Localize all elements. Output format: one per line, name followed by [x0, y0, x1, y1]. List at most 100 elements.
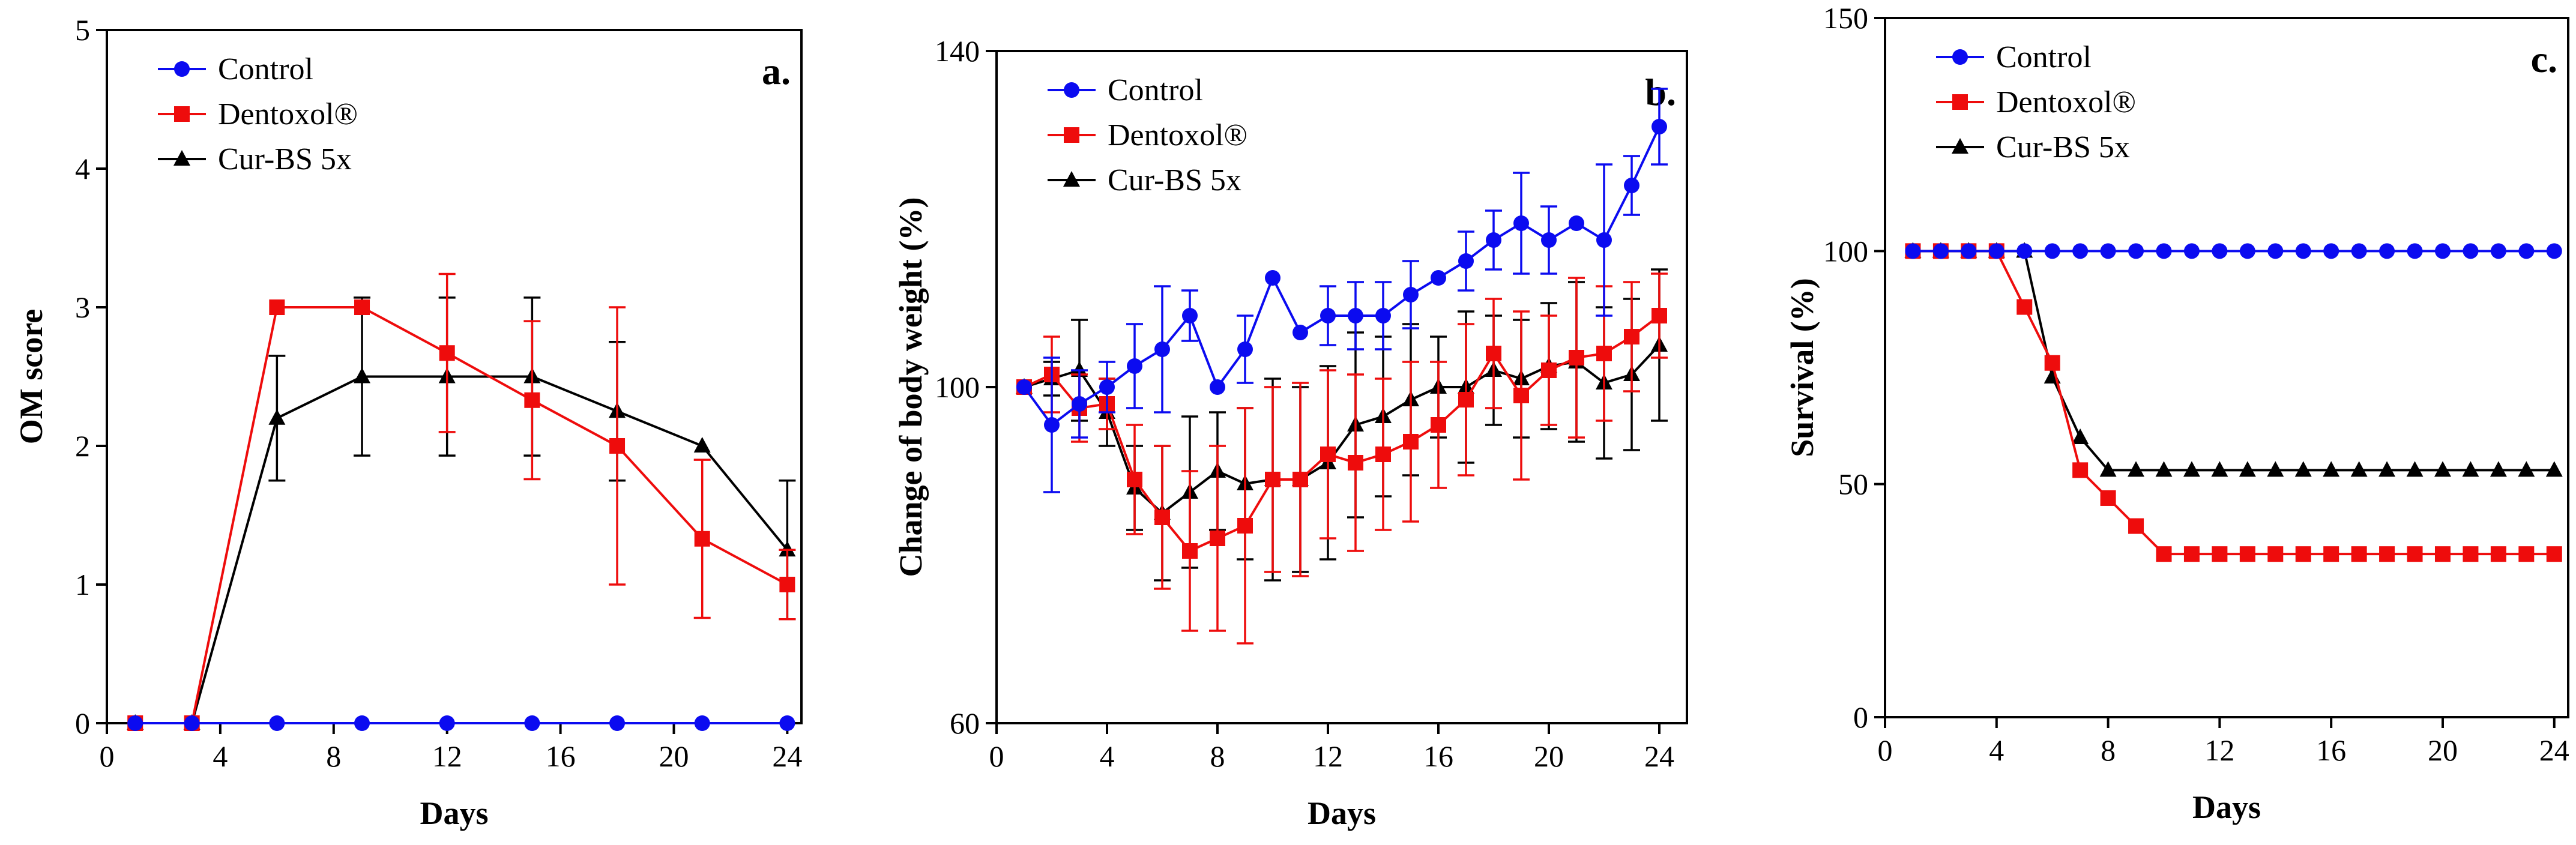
data-point	[2490, 461, 2507, 477]
data-point	[1071, 361, 1088, 377]
data-point	[2128, 243, 2144, 259]
legend-label: Control	[218, 52, 313, 86]
data-point	[2350, 461, 2368, 477]
data-point	[1569, 350, 1584, 365]
data-point	[2156, 243, 2172, 259]
x-tick-label: 16	[546, 739, 576, 773]
data-point	[1293, 325, 1308, 340]
data-point	[1486, 346, 1501, 361]
data-point	[2434, 546, 2451, 562]
data-point	[1210, 379, 1225, 395]
data-point	[1237, 518, 1253, 534]
data-point	[1127, 472, 1142, 487]
series-dentoxol	[1905, 243, 2562, 562]
panel-label: c.	[2531, 38, 2557, 80]
data-point	[2294, 461, 2312, 477]
data-point	[354, 367, 371, 383]
legend-item-dentoxol: Dentoxol®	[1936, 85, 2136, 119]
legend-item-dentoxol: Dentoxol®	[1048, 118, 1247, 152]
data-point	[1541, 232, 1557, 248]
data-point	[2183, 243, 2200, 259]
data-point	[269, 715, 285, 731]
series-control	[127, 715, 795, 731]
data-point	[2016, 243, 2033, 259]
legend-label: Control	[1108, 73, 1203, 107]
legend: Control Dentoxol® Cur-BS 5x	[158, 52, 358, 176]
legend-label: Cur-BS 5x	[1996, 130, 2130, 164]
data-point	[1596, 346, 1612, 361]
x-tick-label: 8	[326, 739, 341, 773]
y-tick-label: 150	[1823, 1, 1868, 35]
series-control	[1016, 88, 1668, 493]
data-point	[2295, 546, 2311, 562]
data-point	[2434, 461, 2451, 477]
data-point	[2323, 461, 2340, 477]
x-tick-label: 24	[772, 739, 802, 773]
y-tick-label: 100	[935, 370, 980, 404]
data-point	[1265, 472, 1280, 487]
data-point	[1513, 215, 1529, 231]
data-point	[1651, 119, 1667, 134]
data-point	[2463, 243, 2479, 259]
data-point	[524, 392, 540, 408]
y-axis-label: Change of body weight (%)	[893, 197, 929, 577]
y-tick-label: 5	[75, 13, 90, 47]
data-point	[1182, 308, 1198, 323]
data-point	[2099, 461, 2117, 477]
data-point	[269, 299, 285, 315]
data-point	[2406, 461, 2424, 477]
series-line	[1913, 250, 2554, 472]
data-point	[2351, 243, 2367, 259]
data-point	[2128, 518, 2144, 534]
data-point	[2518, 546, 2535, 562]
x-tick-label: 16	[1423, 739, 1453, 773]
legend-label: Cur-BS 5x	[218, 142, 352, 176]
data-point	[354, 715, 370, 731]
data-point	[1320, 447, 1336, 462]
y-tick-label: 100	[1823, 234, 1868, 268]
data-point	[2072, 243, 2089, 259]
data-point	[439, 715, 455, 731]
x-tick-label: 4	[213, 739, 228, 773]
data-point	[1044, 417, 1060, 433]
data-point	[1431, 270, 1446, 286]
data-point	[1127, 358, 1142, 374]
y-axis-label: Survival (%)	[1784, 278, 1820, 457]
x-tick-label: 20	[2428, 733, 2458, 767]
data-point	[2379, 243, 2395, 259]
data-point	[1403, 434, 1419, 450]
data-point	[2267, 461, 2284, 477]
data-point	[1905, 243, 1921, 259]
series-curbs	[127, 296, 796, 730]
data-point	[1458, 253, 1474, 269]
legend-item-dentoxol: Dentoxol®	[158, 97, 358, 131]
y-tick-label: 4	[75, 152, 90, 185]
y-tick-label: 140	[935, 34, 980, 68]
data-point	[694, 715, 710, 731]
legend-marker	[1063, 171, 1080, 187]
data-point	[2378, 461, 2396, 477]
data-point	[2072, 462, 2089, 478]
data-point	[2351, 546, 2367, 562]
legend-label: Control	[1996, 40, 2092, 74]
legend-label: Dentoxol®	[1108, 118, 1247, 152]
data-point	[2211, 461, 2228, 477]
x-tick-label: 0	[100, 739, 115, 773]
data-point	[1375, 308, 1391, 323]
data-point	[2156, 546, 2172, 562]
legend: Control Dentoxol® Cur-BS 5x	[1048, 73, 1247, 197]
data-point	[1237, 341, 1253, 357]
data-point	[2490, 546, 2506, 562]
y-tick-label: 50	[1838, 468, 1868, 501]
y-tick-label: 1	[75, 568, 90, 601]
legend: Control Dentoxol® Cur-BS 5x	[1936, 40, 2136, 164]
data-point	[1348, 308, 1363, 323]
data-point	[1072, 396, 1087, 412]
data-point	[1154, 510, 1170, 525]
series-control	[1905, 243, 2562, 259]
data-point	[1348, 455, 1363, 471]
data-point	[694, 531, 710, 547]
data-point	[2072, 429, 2089, 444]
series-line	[135, 306, 788, 724]
